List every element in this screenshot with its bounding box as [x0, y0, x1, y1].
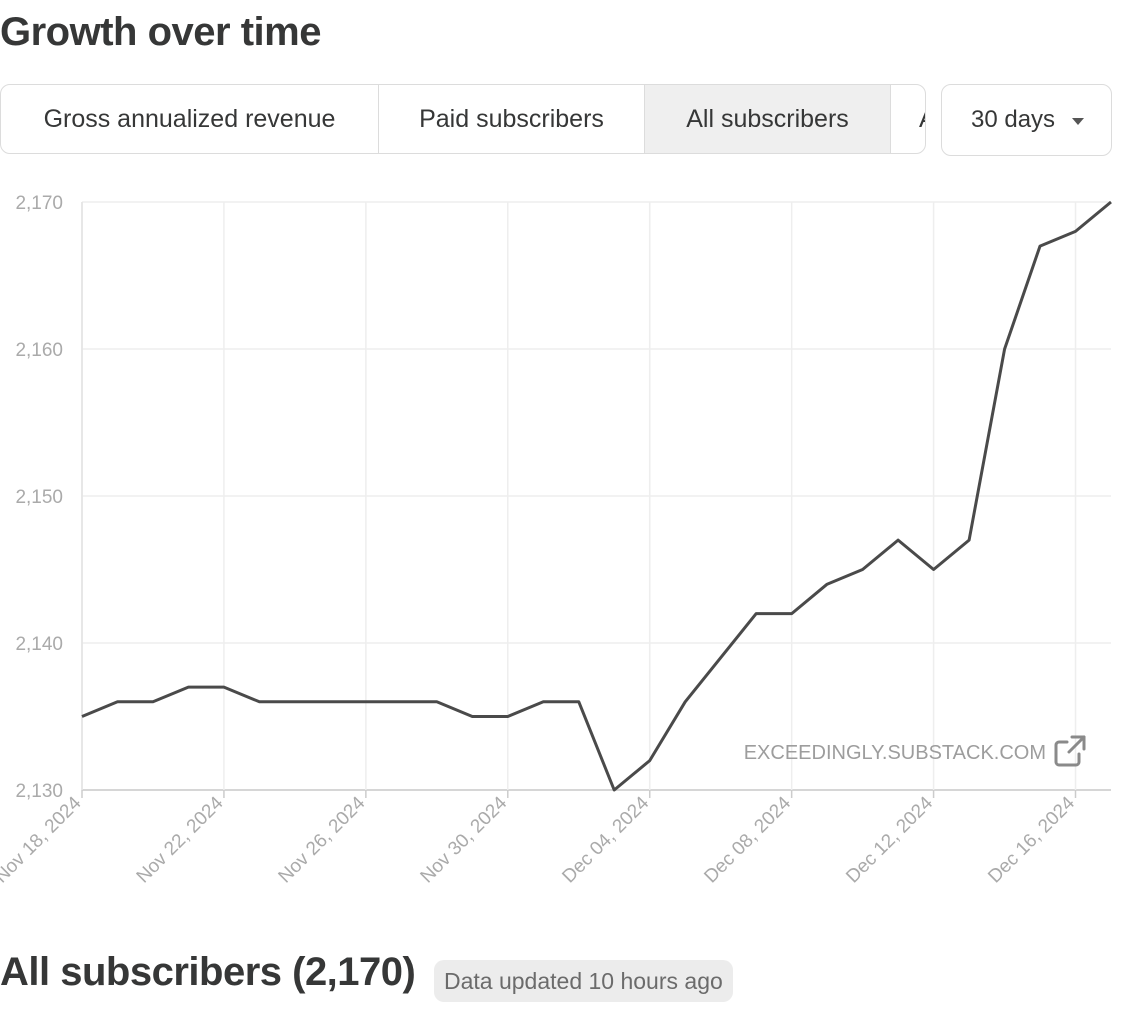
data-point — [683, 700, 687, 704]
tab-all-subscribers[interactable]: All subscribers — [645, 85, 891, 153]
data-point — [1038, 244, 1042, 248]
data-point — [1003, 347, 1007, 351]
x-tick-label: Dec 08, 2024 — [700, 792, 795, 887]
data-point — [435, 700, 439, 704]
y-tick-label: 2,170 — [15, 193, 63, 214]
data-point — [825, 582, 829, 586]
data-point — [896, 538, 900, 542]
growth-line-chart: 2,130 2,140 2,150 2,160 2,170 Nov 18, 2024 No… — [0, 193, 1113, 887]
x-tick-label: Nov 26, 2024 — [275, 792, 370, 887]
data-point — [506, 715, 510, 719]
data-point — [364, 700, 368, 704]
time-range-value: 30 days — [971, 106, 1056, 133]
data-updated-badge: Data updated 10 hours ago — [434, 960, 733, 1002]
x-tick-label: Dec 12, 2024 — [842, 792, 937, 887]
tab-gross-annualized-revenue[interactable]: Gross annualized revenue — [1, 85, 379, 153]
data-point — [222, 685, 226, 689]
x-tick-label: Nov 30, 2024 — [417, 792, 512, 887]
x-tick-label: Dec 16, 2024 — [984, 792, 1079, 887]
data-point — [648, 759, 652, 763]
x-tick-label: Nov 18, 2024 — [0, 792, 86, 887]
data-point — [1109, 200, 1113, 204]
x-tick-label: Nov 22, 2024 — [133, 792, 228, 887]
chevron-down-icon — [1072, 118, 1084, 125]
y-tick-label: 2,160 — [15, 340, 63, 361]
data-point — [861, 568, 865, 572]
data-point — [754, 612, 758, 616]
series-line — [81, 200, 1112, 792]
data-point — [80, 715, 84, 719]
data-point — [541, 700, 545, 704]
data-point — [612, 788, 616, 792]
y-tick-label: 2,140 — [15, 634, 63, 655]
time-range-select[interactable]: 30 days — [941, 84, 1112, 156]
data-point — [1074, 229, 1078, 233]
y-tick-label: 2,130 — [15, 781, 63, 802]
data-point — [328, 700, 332, 704]
data-point — [151, 700, 155, 704]
subscriber-count-title: All subscribers (2,170) — [0, 950, 416, 994]
data-point — [790, 612, 794, 616]
data-point — [399, 700, 403, 704]
tab-paid-subscribers[interactable]: Paid subscribers — [379, 85, 645, 153]
data-point — [932, 568, 936, 572]
data-point — [115, 700, 119, 704]
data-point — [293, 700, 297, 704]
data-point — [719, 656, 723, 660]
y-tick-label: 2,150 — [15, 487, 63, 508]
data-point — [967, 538, 971, 542]
external-link-icon — [1054, 735, 1086, 767]
substack-link[interactable]: EXCEEDINGLY.SUBSTACK.COM — [744, 735, 1086, 767]
data-point — [257, 700, 261, 704]
watermark-label: EXCEEDINGLY.SUBSTACK.COM — [744, 742, 1046, 764]
x-tick-label: Dec 04, 2024 — [558, 792, 653, 887]
page-title: Growth over time — [0, 10, 321, 54]
metric-tabs: Gross annualized revenue Paid subscriber… — [0, 84, 926, 154]
data-point — [186, 685, 190, 689]
tab-truncated[interactable]: A — [891, 85, 925, 153]
data-point — [470, 715, 474, 719]
data-point — [577, 700, 581, 704]
